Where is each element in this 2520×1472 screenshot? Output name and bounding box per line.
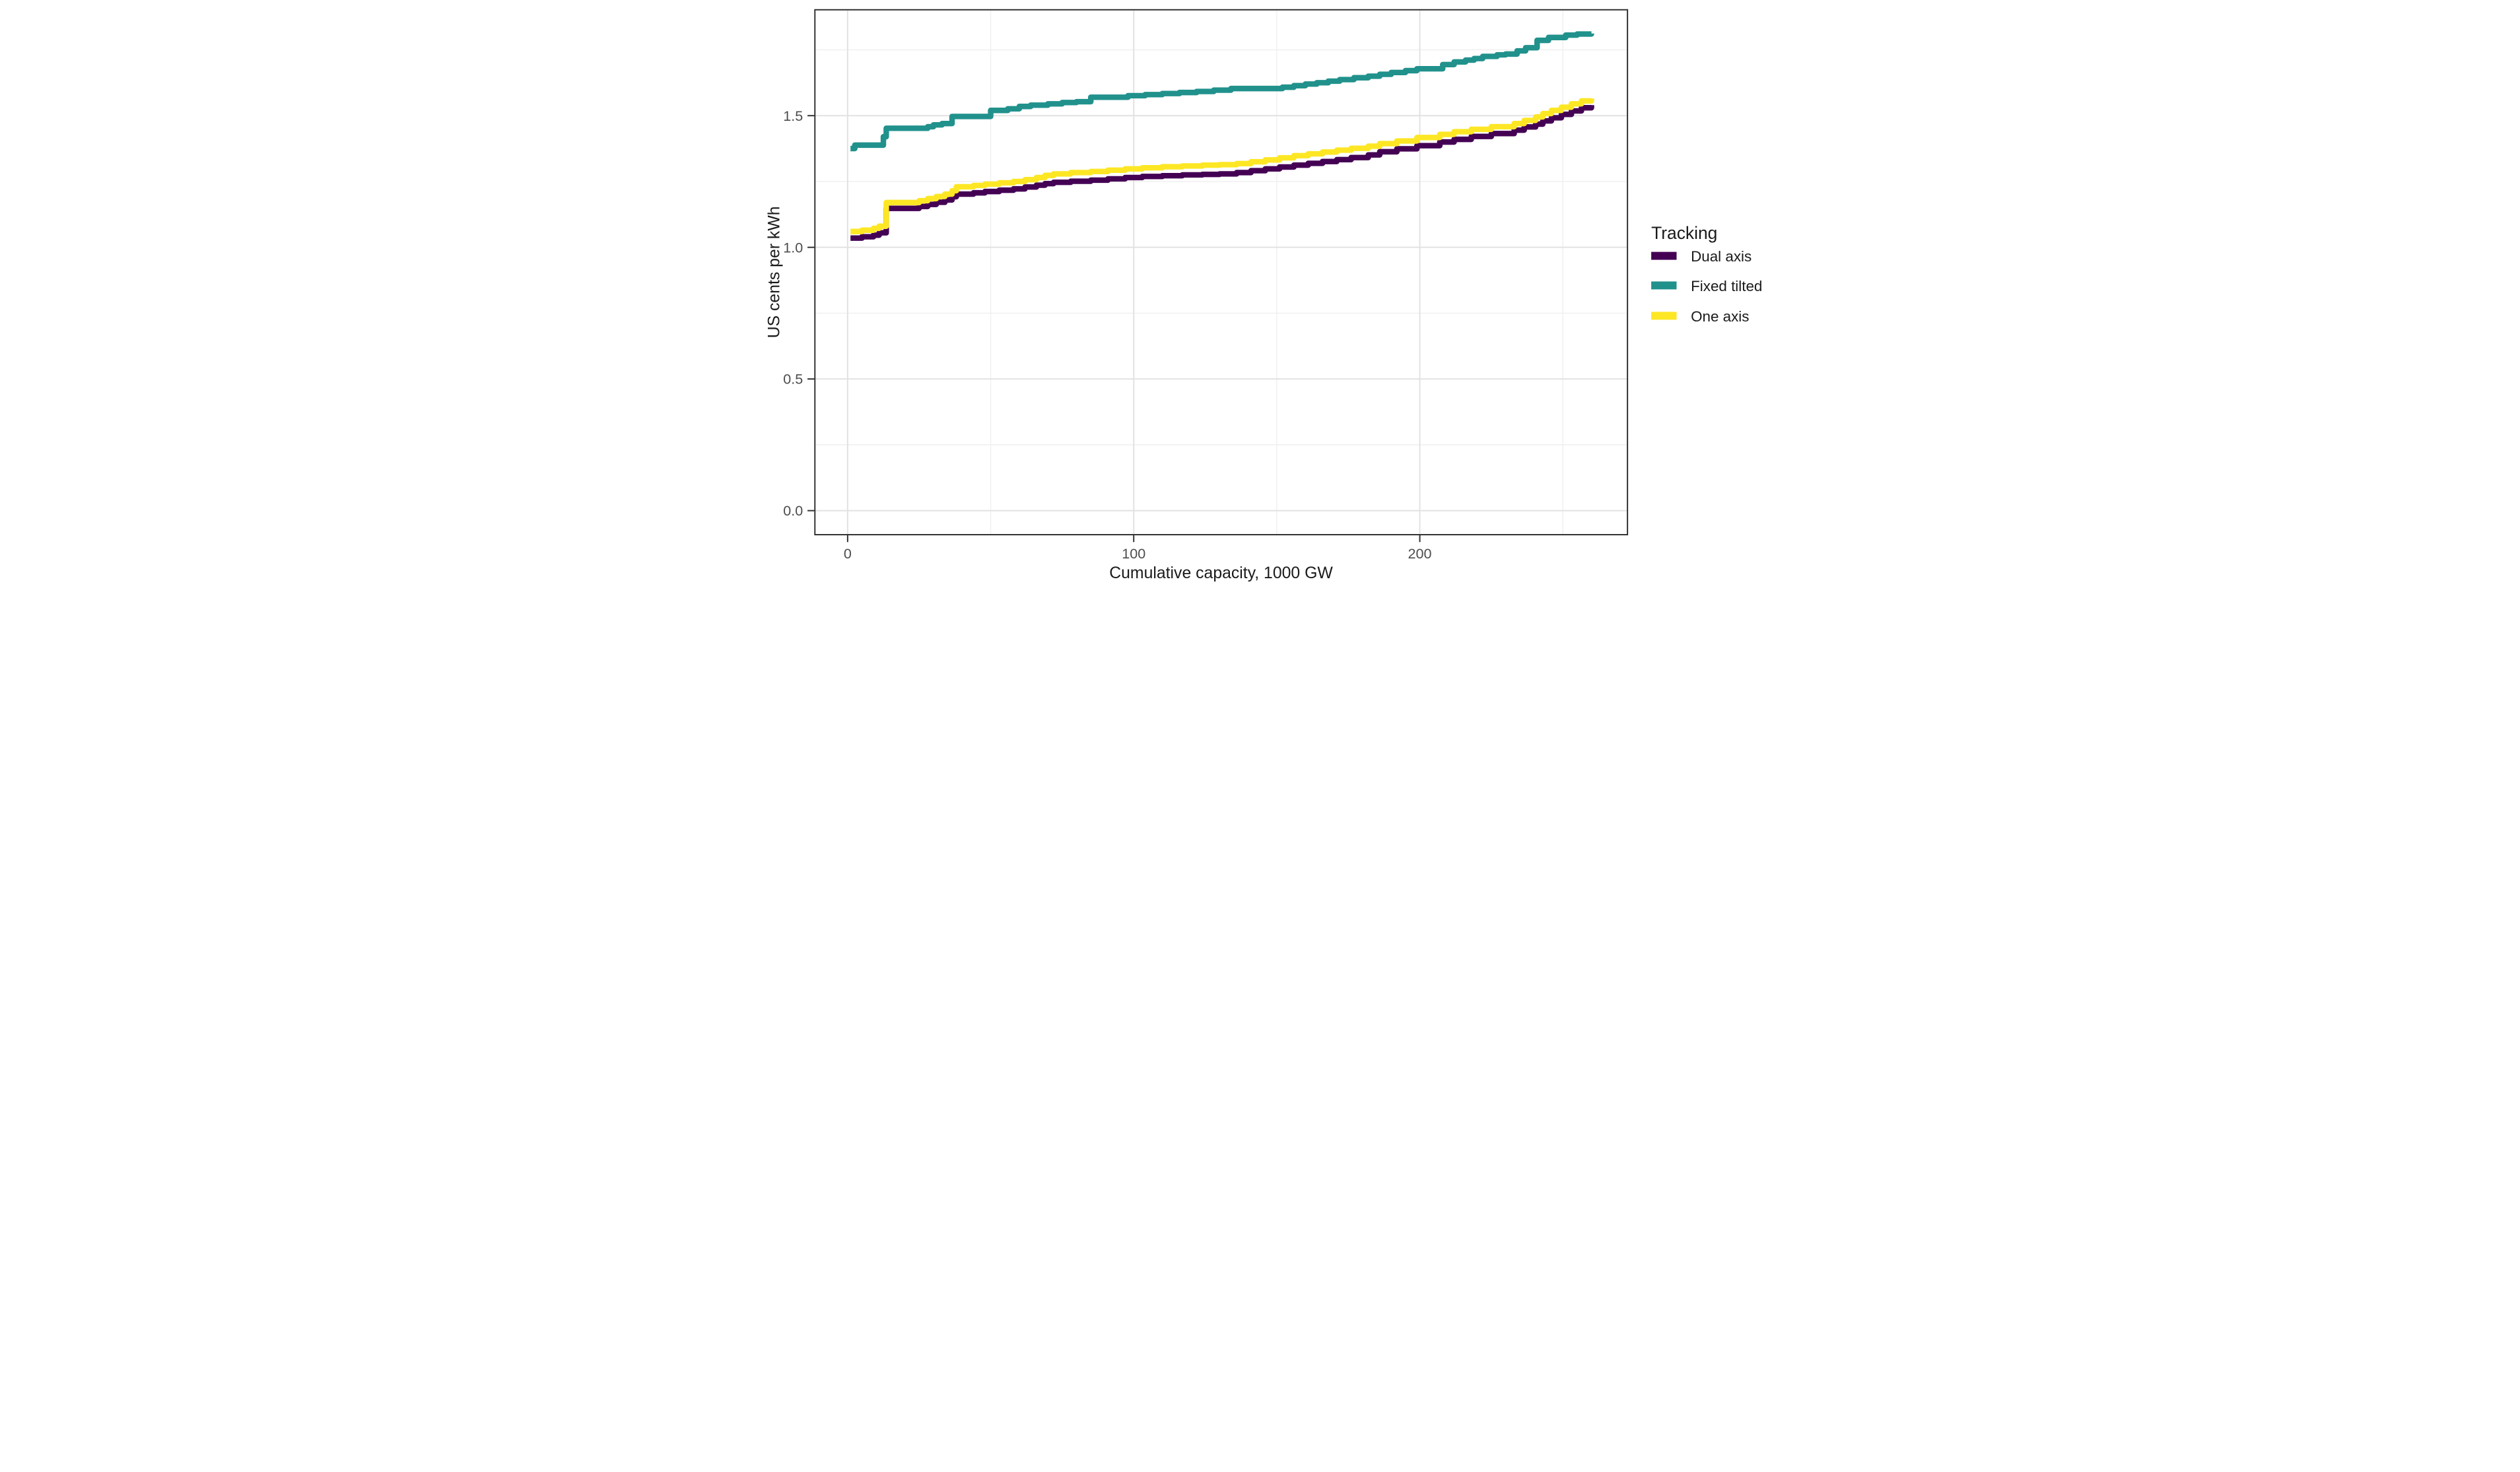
gridlines-layer <box>815 9 1628 535</box>
y-tick-label: 1.0 <box>783 239 803 255</box>
legend-label-one-axis: One axis <box>1691 308 1749 325</box>
series-line-dual-axis <box>850 105 1594 241</box>
legend-swatch-fixed-tilted <box>1651 281 1677 290</box>
x-tick-label: 200 <box>1408 545 1432 562</box>
legend-entry-dual-axis: Dual axis <box>1651 248 1752 265</box>
step-chart: 0 100 200 0.0 0.5 1.0 1.5 Cumulative capacity,… <box>765 9 1762 582</box>
series-layer <box>850 31 1594 241</box>
x-axis-title: Cumulative capacity, 1000 GW <box>1109 564 1333 582</box>
axis-layer: 0 100 200 0.0 0.5 1.0 1.5 <box>783 108 1431 562</box>
legend-label-dual-axis: Dual axis <box>1691 248 1752 265</box>
legend-entry-fixed-tilted: Fixed tilted <box>1651 278 1762 294</box>
legend-swatch-dual-axis <box>1651 251 1677 260</box>
y-tick-label: 1.5 <box>783 108 803 124</box>
y-tick-label: 0.0 <box>783 502 803 519</box>
y-tick-label: 0.5 <box>783 371 803 387</box>
panel-border <box>814 9 1629 535</box>
x-tick-label: 100 <box>1122 545 1145 562</box>
legend-entry-one-axis: One axis <box>1651 308 1749 325</box>
legend-label-fixed-tilted: Fixed tilted <box>1691 278 1762 294</box>
legend-swatch-one-axis <box>1651 312 1677 320</box>
legend-title: Tracking <box>1651 223 1717 243</box>
y-axis-title: US cents per kWh <box>765 206 783 338</box>
x-tick-label: 0 <box>844 545 852 562</box>
series-line-fixed-tilted <box>850 31 1594 152</box>
legend: Tracking Dual axis Fixed tilted One axis <box>1651 223 1762 325</box>
chart-figure: 0 100 200 0.0 0.5 1.0 1.5 Cumulative capacity,… <box>756 0 1764 589</box>
series-line-one-axis <box>850 98 1594 234</box>
